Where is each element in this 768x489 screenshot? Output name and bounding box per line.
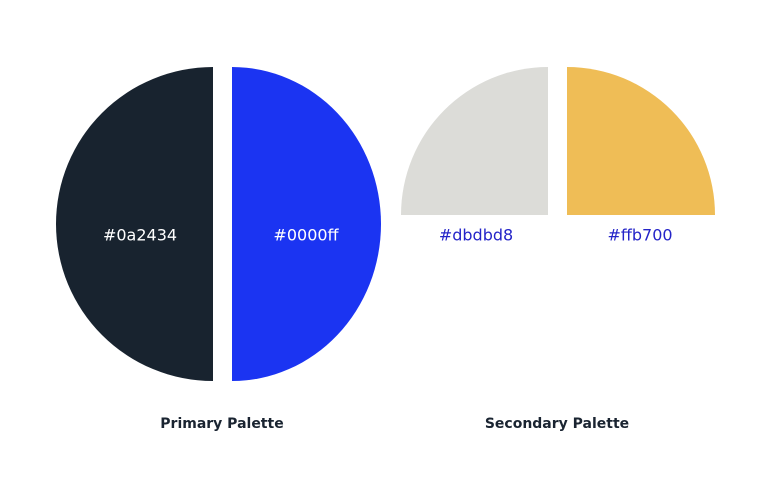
palette-title: Secondary Palette [485, 416, 629, 432]
swatch-half-circle [56, 67, 213, 381]
swatch-label: #ffb700 [607, 226, 672, 245]
swatch-half-circle [232, 67, 381, 381]
swatch-quarter-circle [401, 67, 548, 215]
swatch-label: #dbdbd8 [439, 226, 513, 245]
swatch-quarter-circle [567, 67, 715, 215]
swatch-label: #0000ff [273, 226, 339, 245]
swatch-label: #0a2434 [103, 226, 177, 245]
palette-title: Primary Palette [160, 416, 283, 432]
